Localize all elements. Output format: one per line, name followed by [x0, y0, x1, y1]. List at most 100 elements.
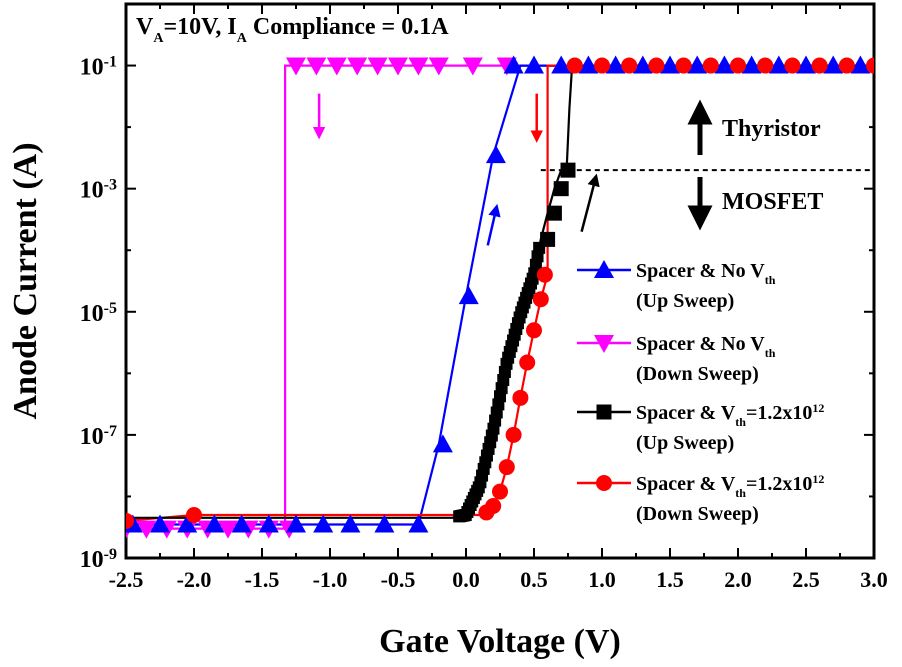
series-marker-red-down: [186, 506, 202, 523]
series-marker-red-down: [519, 354, 536, 371]
series-marker-red-down: [866, 57, 874, 74]
x-tick-label: 1.5: [656, 567, 684, 592]
series-marker-red-down: [566, 57, 583, 74]
series-marker-red-down: [621, 57, 638, 74]
legend-sublabel-blue-up: (Up Sweep): [636, 290, 734, 312]
x-tick-label: -1.5: [245, 567, 280, 592]
series-marker-red-down: [126, 512, 134, 529]
legend-label-magenta-down: Spacer & No Vth: [636, 333, 776, 360]
y-tick-labels: 10-9 10-7 10-5 10-3 10-1: [80, 53, 117, 573]
series-marker-magenta-down: [218, 520, 238, 539]
x-tick-label: 1.0: [588, 567, 616, 592]
x-tick-label: 0.5: [520, 567, 548, 592]
x-axis-label: Gate Voltage (V): [379, 623, 621, 660]
trend-arrow: [486, 203, 501, 246]
x-tick-label: 0.0: [452, 567, 480, 592]
series-marker-blue-up: [432, 434, 453, 453]
series-marker-magenta-down: [428, 57, 449, 76]
series-marker-blue-up: [578, 55, 599, 74]
series-marker-blue-up: [823, 55, 844, 74]
x-tick-label: 3.0: [860, 567, 888, 592]
series-marker-red-down: [702, 57, 719, 74]
y-tick-label: 10-9: [80, 546, 117, 574]
series-marker-blue-up: [632, 55, 653, 74]
legend-sublabel-black-up: (Up Sweep): [636, 432, 734, 454]
series-marker-blue-up: [660, 55, 680, 74]
y-tick-label: 10-7: [80, 422, 117, 450]
series-marker-magenta-down: [347, 57, 368, 76]
series-marker-black-up: [560, 162, 576, 178]
series-marker-red-down: [478, 504, 495, 521]
series-marker-blue-up: [340, 514, 361, 533]
series-marker-red-down: [498, 459, 515, 476]
series-marker-blue-up: [177, 514, 198, 533]
series-marker-magenta-down: [462, 57, 483, 76]
series-marker-red-down: [492, 483, 508, 500]
series-marker-red-down: [757, 57, 774, 74]
legend-marker-red-down: [596, 475, 612, 491]
series-markers: [126, 55, 874, 539]
legend-label-black-up: Spacer & Vth=1.2x1012: [636, 401, 824, 429]
series-marker-red-down: [532, 291, 549, 308]
legend-sublabel-red-down: (Down Sweep): [636, 503, 759, 525]
annotation-arrows: [312, 93, 600, 246]
x-tick-label: -2.5: [109, 567, 144, 592]
y-tick-label: 10-5: [80, 299, 117, 327]
series-marker-blue-up: [204, 514, 225, 533]
series-marker-magenta-down: [367, 57, 388, 76]
thyristor-label: Thyristor: [722, 116, 821, 142]
y-axis-label: Anode Current (A): [7, 142, 44, 419]
x-tick-label: -0.5: [381, 567, 416, 592]
series-marker-red-down: [675, 57, 692, 74]
axis-ticks: [125, 3, 875, 559]
legend-marker-magenta-down: [594, 335, 614, 353]
series-marker-blue-up: [796, 55, 816, 74]
series-marker-black-up: [546, 205, 562, 221]
series-marker-blue-up: [605, 55, 626, 74]
series-marker-blue-up: [374, 514, 395, 533]
series-marker-blue-up: [687, 55, 708, 74]
series-marker-blue-up: [850, 55, 871, 74]
y-tick-label: 10-3: [80, 176, 117, 204]
legend-marker-black-up: [596, 404, 612, 420]
series-marker-magenta-down: [388, 57, 408, 76]
legend: Spacer & No Vth (Up Sweep) Spacer & No Vth…: [577, 260, 824, 525]
series-marker-blue-up: [408, 514, 429, 533]
series-marker-blue-up: [714, 55, 735, 74]
series-marker-magenta-down: [286, 57, 306, 76]
trend-arrow: [580, 173, 600, 233]
series-marker-red-down: [526, 322, 542, 339]
legend-sublabel-magenta-down: (Down Sweep): [636, 363, 759, 385]
series-marker-red-down: [648, 57, 665, 74]
series-marker-red-down: [594, 57, 610, 74]
x-tick-label: 2.5: [792, 567, 820, 592]
series-marker-red-down: [811, 57, 828, 74]
series-marker-blue-up: [150, 514, 170, 533]
series-marker-black-up: [540, 231, 556, 247]
series-marker-blue-up: [126, 514, 143, 533]
series-marker-red-down: [784, 57, 801, 74]
series-marker-blue-up: [313, 514, 334, 533]
series-marker-blue-up: [286, 514, 306, 533]
x-tick-label: 2.0: [724, 567, 752, 592]
series-marker-blue-up: [503, 55, 524, 74]
y-tick-label: 10-1: [80, 53, 117, 81]
x-tick-label: -2.0: [177, 567, 212, 592]
series-marker-red-down: [536, 266, 553, 283]
mosfet-label: MOSFET: [722, 189, 823, 215]
series-marker-magenta-down: [306, 57, 327, 76]
x-tick-label: -1.0: [313, 567, 348, 592]
series-marker-red-down: [730, 57, 746, 74]
series-marker-magenta-down: [326, 57, 347, 76]
series-marker-blue-up: [524, 55, 544, 74]
series-marker-blue-up: [485, 145, 506, 164]
series-marker-black-up: [553, 181, 569, 197]
series-marker-magenta-down: [408, 57, 429, 76]
legend-marker-blue-up: [594, 260, 614, 278]
series-marker-magenta-down: [136, 520, 157, 539]
series-marker-blue-up: [231, 514, 252, 533]
compliance-annotation: VA=10V, IA Compliance = 0.1A: [136, 14, 449, 46]
series-marker-blue-up: [258, 514, 279, 533]
x-tick-labels: -2.5 -2.0 -1.5 -1.0 -0.5 0.0 0.5 1.0 1.5 2.0 2.5 3.…: [109, 567, 888, 592]
